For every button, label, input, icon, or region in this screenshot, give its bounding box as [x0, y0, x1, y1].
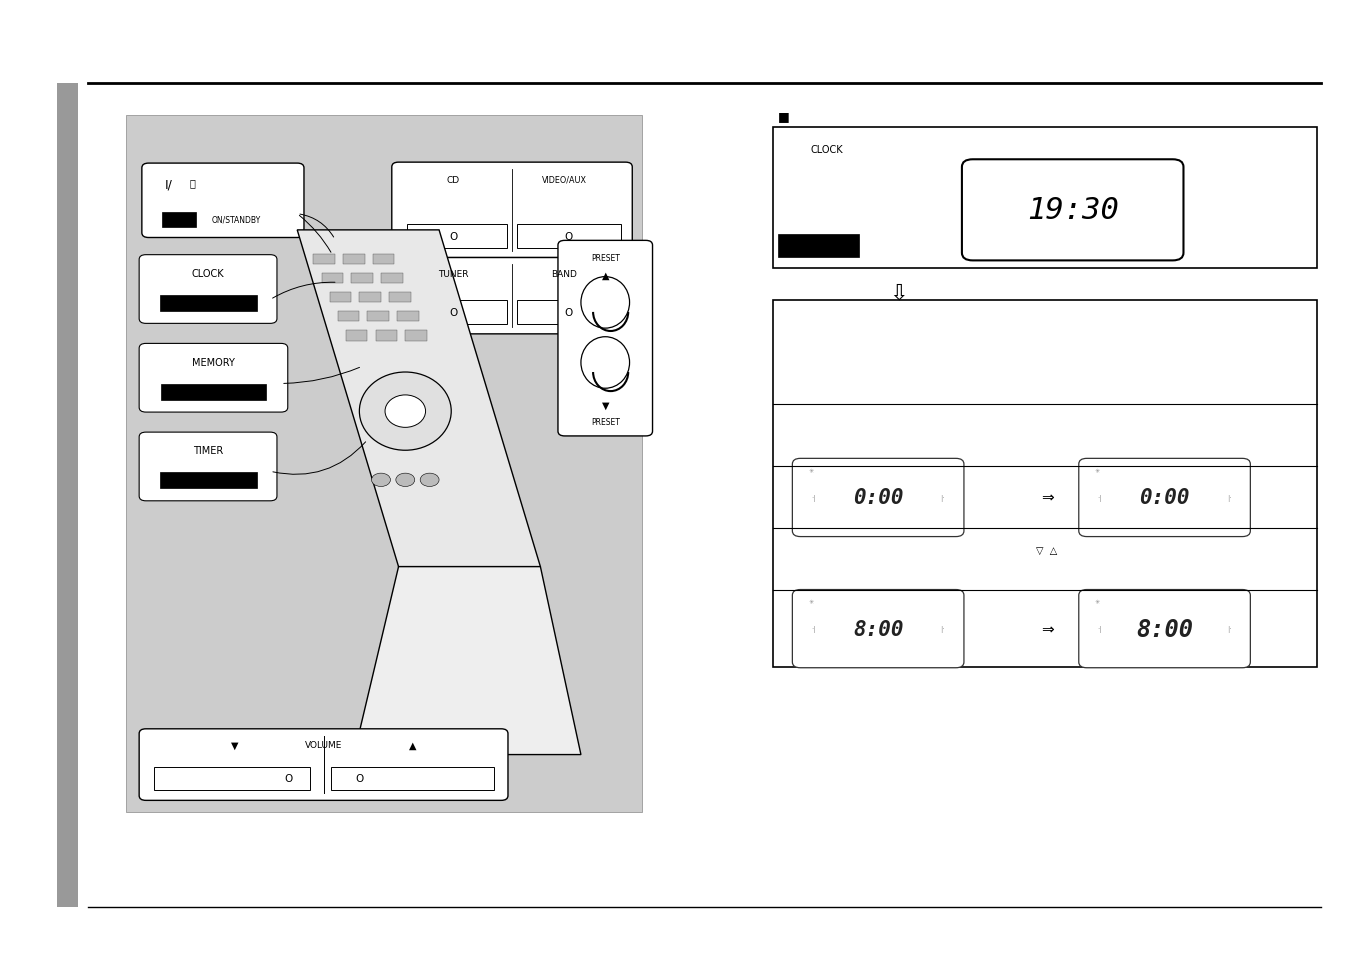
- Text: O: O: [284, 774, 292, 783]
- Bar: [313, 254, 335, 265]
- Text: |·: |·: [1227, 625, 1232, 633]
- Bar: [57, 84, 78, 907]
- Text: VIDEO/AUX: VIDEO/AUX: [542, 175, 586, 184]
- Text: TIMER: TIMER: [193, 446, 223, 456]
- Bar: [351, 274, 373, 284]
- FancyBboxPatch shape: [392, 163, 632, 258]
- Ellipse shape: [385, 395, 426, 428]
- Bar: [159, 473, 257, 489]
- Text: ✳: ✳: [808, 469, 813, 474]
- Text: ON/STANDBY: ON/STANDBY: [212, 215, 261, 225]
- FancyBboxPatch shape: [139, 344, 288, 413]
- Bar: [405, 331, 427, 341]
- Bar: [159, 295, 257, 312]
- FancyBboxPatch shape: [139, 729, 508, 801]
- Polygon shape: [297, 231, 540, 567]
- Bar: [367, 312, 389, 322]
- Text: ▼: ▼: [231, 740, 239, 750]
- Text: ✳: ✳: [1094, 599, 1100, 604]
- Text: ⇒: ⇒: [1040, 491, 1054, 505]
- Text: VOLUME: VOLUME: [305, 740, 342, 749]
- Ellipse shape: [581, 277, 630, 329]
- Text: |·: |·: [1227, 495, 1232, 501]
- Text: 8:00: 8:00: [852, 619, 904, 639]
- Bar: [407, 225, 507, 249]
- Bar: [126, 116, 642, 812]
- Bar: [516, 301, 621, 325]
- Bar: [773, 300, 1317, 667]
- Text: O: O: [565, 232, 573, 241]
- Bar: [389, 293, 411, 303]
- Text: ·|: ·|: [811, 625, 816, 633]
- Text: ▲: ▲: [601, 271, 609, 280]
- Bar: [161, 384, 266, 400]
- Text: 0:00: 0:00: [852, 488, 904, 508]
- Bar: [338, 312, 359, 322]
- FancyBboxPatch shape: [792, 459, 963, 537]
- Text: ■: ■: [778, 110, 790, 123]
- Text: CD: CD: [446, 175, 459, 184]
- Ellipse shape: [581, 337, 630, 389]
- Text: I/: I/: [165, 178, 173, 192]
- Circle shape: [372, 474, 390, 487]
- Text: O: O: [355, 774, 363, 783]
- Bar: [773, 128, 1317, 269]
- Text: ⇩: ⇩: [889, 284, 908, 303]
- Text: BAND: BAND: [551, 270, 577, 278]
- FancyBboxPatch shape: [139, 255, 277, 324]
- Text: |·: |·: [940, 495, 946, 501]
- Bar: [778, 234, 859, 257]
- FancyBboxPatch shape: [792, 590, 963, 668]
- Bar: [381, 274, 403, 284]
- FancyBboxPatch shape: [1078, 459, 1251, 537]
- Bar: [154, 767, 311, 790]
- Bar: [162, 213, 196, 228]
- Bar: [346, 331, 367, 341]
- Bar: [343, 254, 365, 265]
- Text: ✳: ✳: [1094, 469, 1100, 474]
- Text: PRESET: PRESET: [590, 417, 620, 427]
- FancyBboxPatch shape: [139, 433, 277, 501]
- Bar: [331, 767, 494, 790]
- Text: ⇒: ⇒: [1040, 621, 1054, 637]
- Text: ·|: ·|: [811, 495, 816, 501]
- Text: ·|: ·|: [1097, 495, 1102, 501]
- Text: CLOCK: CLOCK: [192, 269, 224, 278]
- Text: ▽  △: ▽ △: [1036, 545, 1058, 556]
- Text: TUNER: TUNER: [438, 270, 469, 278]
- Text: O: O: [449, 232, 457, 241]
- Text: |·: |·: [940, 625, 946, 633]
- Bar: [359, 293, 381, 303]
- Text: ▲: ▲: [408, 740, 416, 750]
- Text: O: O: [449, 308, 457, 317]
- Text: PRESET: PRESET: [590, 253, 620, 262]
- FancyBboxPatch shape: [962, 160, 1183, 261]
- Text: ✳: ✳: [808, 599, 813, 604]
- Text: CLOCK: CLOCK: [811, 145, 843, 154]
- Circle shape: [420, 474, 439, 487]
- Bar: [330, 293, 351, 303]
- Text: MEMORY: MEMORY: [192, 357, 235, 367]
- FancyBboxPatch shape: [142, 164, 304, 238]
- Ellipse shape: [359, 373, 451, 451]
- Text: ▼: ▼: [601, 400, 609, 410]
- Bar: [397, 312, 419, 322]
- FancyBboxPatch shape: [392, 258, 632, 335]
- Text: 19:30: 19:30: [1027, 196, 1119, 225]
- Polygon shape: [354, 567, 581, 755]
- Circle shape: [396, 474, 415, 487]
- Text: 8:00: 8:00: [1136, 617, 1193, 641]
- Text: O: O: [565, 308, 573, 317]
- Text: ·|: ·|: [1097, 625, 1102, 633]
- FancyBboxPatch shape: [558, 241, 653, 436]
- Text: ⏻: ⏻: [189, 178, 195, 188]
- Bar: [407, 301, 507, 325]
- Bar: [373, 254, 394, 265]
- Bar: [516, 225, 621, 249]
- FancyBboxPatch shape: [1078, 590, 1251, 668]
- Bar: [322, 274, 343, 284]
- Bar: [376, 331, 397, 341]
- Text: 0:00: 0:00: [1139, 488, 1190, 508]
